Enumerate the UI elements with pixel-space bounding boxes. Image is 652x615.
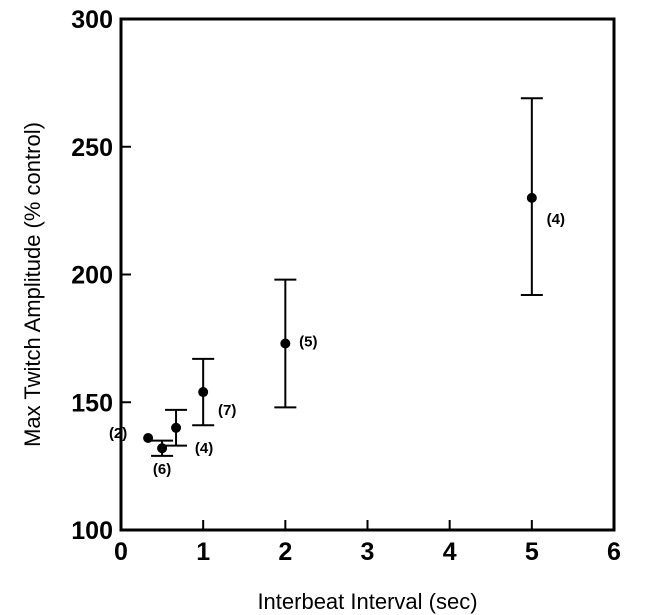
y-axis-title: Max Twitch Amplitude (% control) [20,122,45,447]
data-point [280,338,291,349]
y-tick-label: 200 [71,262,113,290]
x-tick-label: 4 [443,538,457,566]
data-point [526,192,537,203]
x-tick-label: 0 [114,538,128,566]
data-point [171,422,182,433]
data-label: (2) [109,425,127,442]
x-axis-title: Interbeat Interval (sec) [257,589,477,614]
data-point [143,433,154,444]
data-label: (6) [153,461,171,478]
data-label: (4) [195,440,213,457]
data-point [198,387,209,398]
data-label: (4) [547,211,565,228]
x-tick-label: 2 [278,538,292,566]
data-label: (5) [299,333,317,350]
y-tick-label: 250 [71,134,113,162]
data-point [157,443,168,454]
y-tick-label: 150 [71,389,113,417]
x-tick-label: 5 [525,538,539,566]
data-label: (7) [218,402,236,419]
x-tick-label: 3 [361,538,375,566]
y-tick-label: 300 [71,6,113,34]
y-tick-label: 100 [71,517,113,545]
x-tick-label: 6 [607,538,621,566]
x-tick-label: 1 [196,538,210,566]
plot-area: 0 1 2 3 4 5 6 100 150 200 250 300 Interbeat Interval… [20,6,621,614]
